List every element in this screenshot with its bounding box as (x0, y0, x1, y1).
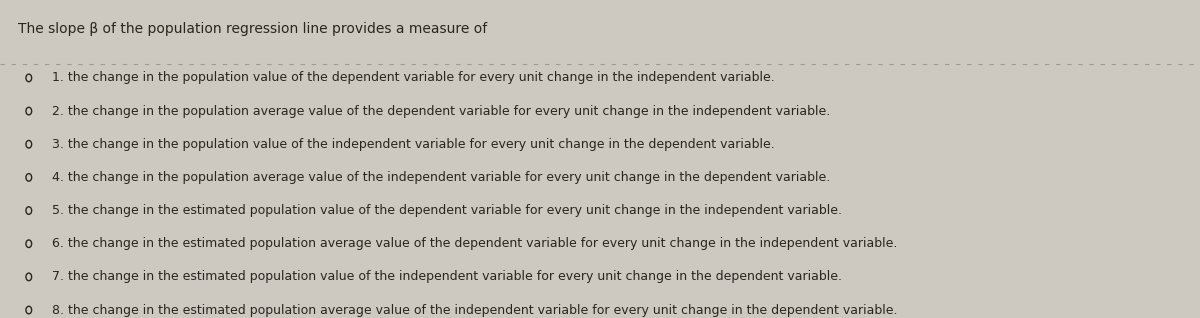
Text: 2. the change in the population average value of the dependent variable for ever: 2. the change in the population average … (52, 105, 830, 118)
Text: 4. the change in the population average value of the independent variable for ev: 4. the change in the population average … (52, 171, 830, 184)
Text: 8. the change in the estimated population average value of the independent varia: 8. the change in the estimated populatio… (52, 304, 898, 316)
Text: 3. the change in the population value of the independent variable for every unit: 3. the change in the population value of… (52, 138, 774, 151)
Text: 7. the change in the estimated population value of the independent variable for : 7. the change in the estimated populatio… (52, 270, 841, 283)
Text: 6. the change in the estimated population average value of the dependent variabl: 6. the change in the estimated populatio… (52, 237, 896, 250)
Text: The slope β of the population regression line provides a measure of: The slope β of the population regression… (18, 22, 487, 36)
Text: 5. the change in the estimated population value of the dependent variable for ev: 5. the change in the estimated populatio… (52, 204, 841, 217)
Text: 1. the change in the population value of the dependent variable for every unit c: 1. the change in the population value of… (52, 72, 774, 84)
